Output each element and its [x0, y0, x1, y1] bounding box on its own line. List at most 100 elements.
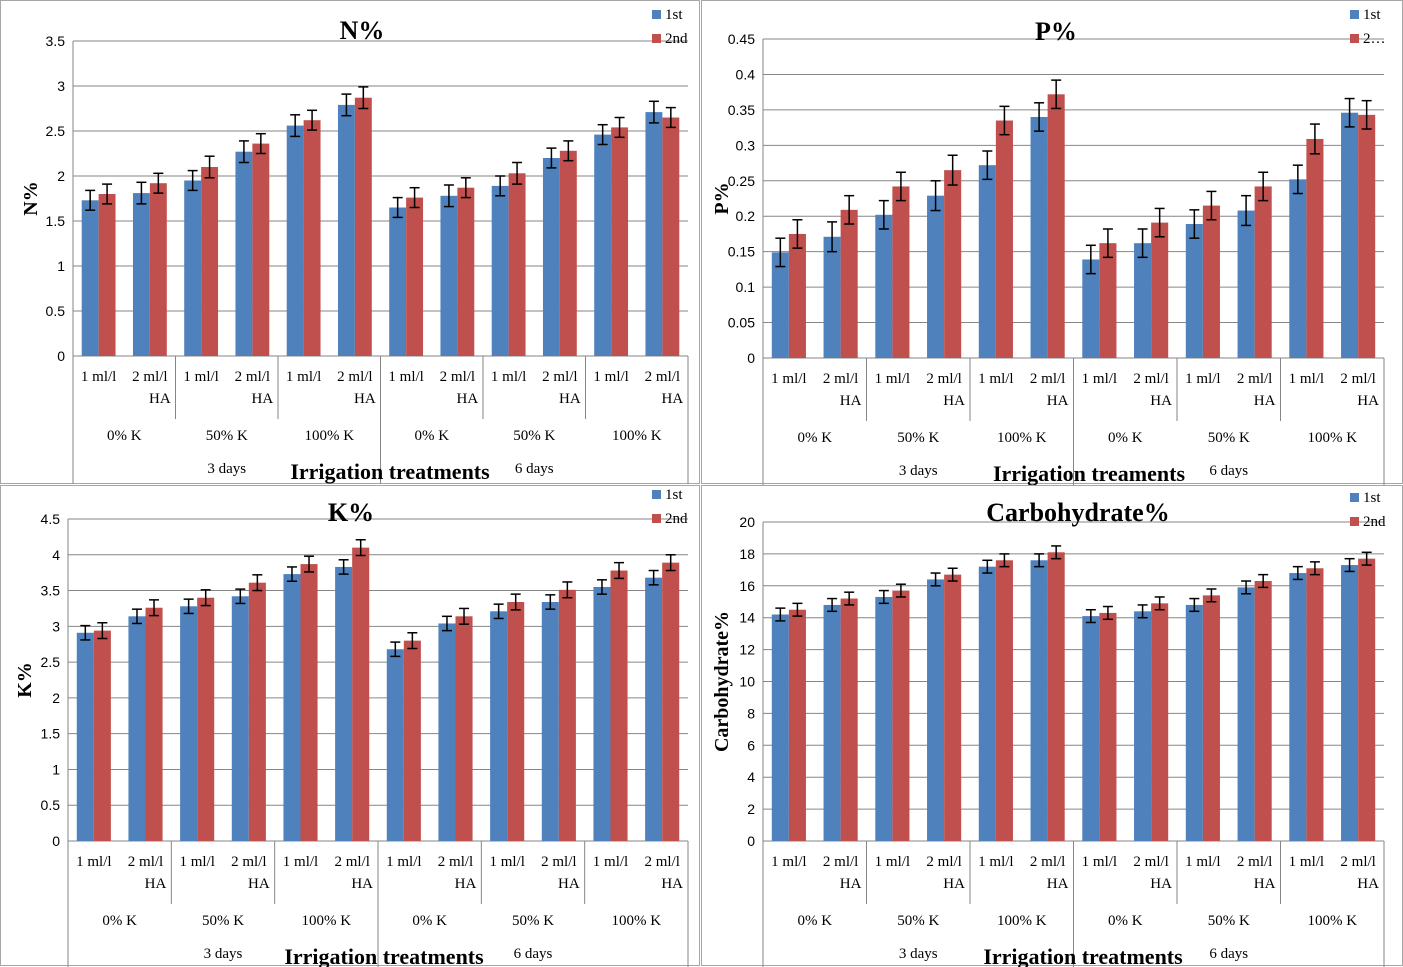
- bar: [645, 577, 663, 841]
- x-category-label: 2 ml/l: [337, 369, 372, 385]
- legend-label: 2nd: [665, 511, 688, 527]
- bar: [1237, 587, 1255, 841]
- y-tick-label: 0.2: [736, 208, 756, 224]
- x-category-label: 2 ml/l: [1237, 371, 1272, 387]
- legend-label: 2nd: [665, 31, 688, 47]
- bar: [352, 547, 370, 841]
- bar: [541, 602, 559, 841]
- bar: [406, 197, 424, 356]
- y-tick-label: 0.25: [728, 173, 755, 189]
- y-axis-title: Carbohydrate%: [711, 611, 733, 752]
- x-group-label-days: 3 days: [204, 946, 243, 962]
- bar: [337, 104, 355, 357]
- chart-panel-carbohydrate: 0 2 4 6 8 10 12 14 16 18 20 1 ml/l 2 ml/l HA 1 ml/l 2 m…: [701, 485, 1403, 967]
- bar: [875, 214, 893, 358]
- x-category-label: 2 ml/l: [334, 854, 369, 870]
- x-category-label: 2 ml/l: [132, 369, 167, 385]
- y-tick-label: 0: [57, 348, 65, 364]
- x-category-label: 2 ml/l: [235, 369, 270, 385]
- x-category-label: 2 ml/l: [541, 854, 576, 870]
- x-axis-title: Irrigation treatments: [290, 459, 490, 484]
- y-tick-label: 4: [52, 547, 60, 563]
- y-tick-label: 2.5: [46, 123, 66, 139]
- y-axis-title: K%: [14, 662, 36, 698]
- x-category-label: HA: [457, 391, 479, 407]
- x-category-label: HA: [558, 876, 580, 892]
- bar: [438, 623, 456, 841]
- y-tick-label: 3.5: [41, 583, 61, 599]
- legend-label: 2…: [1363, 31, 1386, 47]
- x-group-label-days: 3 days: [899, 463, 938, 479]
- bar: [1047, 552, 1065, 841]
- y-tick-label: 0: [52, 833, 60, 849]
- y-tick-label: 1: [52, 761, 60, 777]
- bar: [593, 586, 611, 841]
- bar: [1306, 568, 1324, 841]
- chart-p-svg: 0 0.05 0.1 0.15 0.2 0.25 0.3 0.35 0.4 0.45 1 ml/l 2…: [711, 7, 1386, 485]
- x-category-label: 2 ml/l: [823, 371, 858, 387]
- x-category-label: 1 ml/l: [489, 854, 524, 870]
- x-category-label: 2 ml/l: [1237, 854, 1272, 870]
- chart-panel-n: 0 0.5 1 1.5 2 2.5 3 3.5 1 ml/l 2 ml/l HA 1 ml/l 2 ml…: [0, 0, 700, 484]
- x-category-label: 2 ml/l: [1340, 371, 1375, 387]
- x-category-label: 2 ml/l: [1030, 371, 1065, 387]
- x-category-label: 2 ml/l: [1030, 854, 1065, 870]
- bar: [927, 579, 945, 841]
- legend-swatch: [652, 514, 661, 523]
- x-group-label: 0% K: [414, 428, 449, 444]
- x-category-label: 1 ml/l: [1289, 371, 1324, 387]
- x-group-label: 0% K: [412, 913, 447, 929]
- bar: [231, 596, 249, 841]
- legend-label: 1st: [665, 7, 683, 23]
- x-group-label: 100% K: [997, 430, 1047, 446]
- x-category-label: HA: [559, 391, 581, 407]
- y-tick-label: 0.35: [728, 102, 755, 118]
- legend-label: 2nd: [1363, 514, 1386, 530]
- bar: [1151, 222, 1169, 358]
- x-category-label: 2 ml/l: [542, 369, 577, 385]
- x-category-label: HA: [840, 393, 862, 409]
- y-tick-label: 3: [57, 78, 65, 94]
- y-tick-label: 0.1: [736, 279, 756, 295]
- x-category-label: 2 ml/l: [823, 854, 858, 870]
- bar: [440, 195, 458, 356]
- bar: [145, 607, 163, 841]
- x-category-label: HA: [1254, 876, 1276, 892]
- x-category-label: 1 ml/l: [183, 369, 218, 385]
- bar: [201, 167, 219, 356]
- x-category-label: HA: [248, 876, 270, 892]
- x-category-label: 1 ml/l: [1185, 854, 1220, 870]
- bar: [662, 562, 680, 841]
- x-group-label: 50% K: [897, 430, 939, 446]
- bar: [823, 604, 841, 841]
- bar: [335, 566, 353, 841]
- bar: [542, 158, 560, 356]
- bar: [303, 120, 321, 356]
- bar: [354, 97, 372, 356]
- bar: [389, 207, 407, 356]
- x-group-label: 100% K: [612, 428, 662, 444]
- x-category-label: 1 ml/l: [978, 854, 1013, 870]
- bar: [1134, 243, 1152, 358]
- x-category-label: HA: [661, 876, 683, 892]
- x-group-label: 50% K: [1208, 430, 1250, 446]
- x-category-label: 1 ml/l: [771, 371, 806, 387]
- bar: [662, 117, 680, 356]
- bar: [76, 632, 94, 841]
- x-category-label: 2 ml/l: [1340, 854, 1375, 870]
- y-tick-label: 4.5: [41, 511, 61, 527]
- x-category-label: 1 ml/l: [978, 371, 1013, 387]
- x-category-label: 1 ml/l: [179, 854, 214, 870]
- bar: [286, 125, 304, 356]
- bar: [1185, 604, 1203, 841]
- x-category-label: 2 ml/l: [128, 854, 163, 870]
- bar: [1341, 112, 1359, 358]
- x-category-label: HA: [1047, 393, 1069, 409]
- x-category-label: HA: [1357, 393, 1379, 409]
- bar: [180, 606, 198, 841]
- bar: [978, 165, 996, 358]
- bar: [558, 589, 576, 841]
- x-category-label: 1 ml/l: [771, 854, 806, 870]
- y-tick-label: 1: [57, 258, 65, 274]
- y-tick-label: 2: [52, 690, 60, 706]
